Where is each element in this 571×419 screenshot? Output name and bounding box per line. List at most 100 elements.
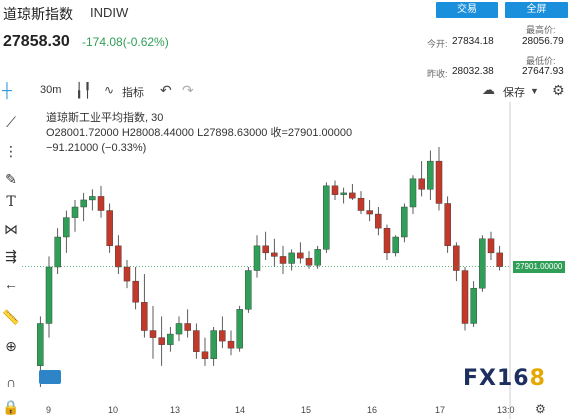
candle-body <box>305 257 313 266</box>
instrument-symbol: INDIW <box>90 5 129 20</box>
candle-body <box>89 196 96 201</box>
candle-body <box>314 249 321 266</box>
candle-body <box>349 192 356 199</box>
candle-body <box>470 287 477 324</box>
cloud-sync-button[interactable] <box>39 370 61 384</box>
candle-body <box>80 199 87 208</box>
lock-icon[interactable]: 🔒 <box>2 399 20 415</box>
prev-close-label: 昨收: <box>427 69 448 79</box>
gear-icon[interactable]: ⚙ <box>552 82 565 98</box>
back-arrow-icon[interactable]: ← <box>4 276 18 292</box>
candle-body <box>279 256 287 264</box>
candle-body <box>71 206 79 218</box>
chevron-down-icon[interactable]: ▼ <box>530 86 539 96</box>
legend-change: −91.21000 (−0.33%) <box>46 142 147 154</box>
candle-body <box>236 309 243 349</box>
pattern-icon[interactable]: ⋈ <box>4 221 18 237</box>
candle-body <box>37 323 44 367</box>
candle-body <box>123 266 131 282</box>
candle-body <box>245 270 252 310</box>
candle-body <box>106 210 113 247</box>
candle-body <box>453 245 460 271</box>
candle-body <box>262 245 269 254</box>
undo-icon[interactable]: ↶ <box>160 82 172 98</box>
redo-icon[interactable]: ↷ <box>182 82 194 98</box>
candle-body <box>401 206 408 238</box>
candle-body <box>479 238 486 289</box>
high-value: 28056.79 <box>522 36 564 47</box>
candle-body <box>383 227 391 254</box>
x-tick: 13 <box>170 405 181 415</box>
candle-body <box>54 236 61 268</box>
text-tool-icon[interactable]: T <box>6 194 16 210</box>
candle-body <box>496 252 503 267</box>
candle-body <box>487 238 495 254</box>
candle-body <box>175 323 183 335</box>
candle-body <box>184 323 191 331</box>
indicators-icon[interactable]: ∿ <box>104 83 115 97</box>
candle-body <box>158 337 165 345</box>
legend-series-name: 道琼斯工业平均指数, 30 <box>46 112 164 124</box>
candle-body <box>149 330 157 338</box>
projection-icon[interactable]: ⇶ <box>5 248 17 264</box>
candle-body <box>167 333 174 345</box>
candle-body <box>201 351 209 359</box>
ruler-icon[interactable]: 📏 <box>2 309 20 325</box>
candle-body <box>418 178 425 190</box>
cloud-icon[interactable]: ☁ <box>482 82 495 97</box>
candle-body <box>141 302 148 331</box>
trade-button[interactable]: 交易 <box>436 2 498 18</box>
candle-body <box>409 178 417 208</box>
x-tick: 9 <box>46 405 52 415</box>
legend-ohlc: O28001.72000 H28008.44000 L27898.63000 收… <box>46 127 353 139</box>
candle-body <box>427 160 434 190</box>
indicators-button[interactable]: 指标 <box>122 87 144 99</box>
brand-logo: FX168 <box>463 366 546 391</box>
candle-body <box>331 185 339 195</box>
candle-body <box>193 330 200 352</box>
candle-body <box>115 245 122 268</box>
save-button[interactable]: 保存 <box>503 87 525 99</box>
chart-legend: 道琼斯工业平均指数, 30 O28001.72000 H28008.44000 … <box>46 111 352 156</box>
candle-body <box>323 185 330 250</box>
candle-body <box>375 213 382 229</box>
candle-body <box>253 245 261 271</box>
low-label: 最低价: <box>526 56 556 66</box>
candle-body <box>132 280 139 303</box>
zoom-icon[interactable]: ⊕ <box>5 338 17 354</box>
instrument-title: 道琼斯指数 <box>3 6 73 22</box>
candle-body <box>357 197 365 211</box>
crosshair-icon[interactable]: ┼ <box>2 82 12 98</box>
candle-body <box>219 330 226 342</box>
brush-icon[interactable]: ✎ <box>5 171 17 187</box>
open-label: 今开: <box>427 39 448 49</box>
candlestick-chart[interactable] <box>22 102 571 419</box>
x-tick: 15 <box>301 405 312 415</box>
chart-toolbar: ┼ 30m ╽╿ ∿ 指标 ↶ ↷ ☁ 保存 ▼ ⚙ <box>0 80 571 102</box>
candle-body <box>340 192 347 195</box>
prev-close-value: 28032.38 <box>452 66 494 77</box>
magnet-icon[interactable]: ∩ <box>5 374 17 390</box>
fullscreen-button[interactable]: 全屏 <box>505 2 568 18</box>
drawing-toolbar: ⟋ ⋮ ✎ T ⋈ ⇶ ← 📏 ⊕ ∩ 🔒 <box>0 80 22 419</box>
x-tick: 10 <box>108 405 119 415</box>
axis-settings-icon[interactable]: ⚙ <box>535 402 546 416</box>
x-tick: 13:0 <box>497 405 515 415</box>
trendline-icon[interactable]: ⟋ <box>6 114 16 130</box>
candle-body <box>288 252 295 264</box>
candle-body <box>366 210 373 215</box>
candle-body <box>461 270 469 324</box>
candle-style-icon[interactable]: ╽╿ <box>75 82 92 98</box>
x-tick: 16 <box>367 405 378 415</box>
x-tick: 17 <box>435 405 446 415</box>
fib-icon[interactable]: ⋮ <box>4 143 18 159</box>
candle-body <box>435 160 443 204</box>
candle-body <box>297 252 304 259</box>
candle-body <box>444 203 451 247</box>
candle-body <box>392 236 399 254</box>
candle-body <box>97 196 105 211</box>
price-change: -174.08(-0.62%) <box>82 35 169 49</box>
candle-body <box>227 340 235 349</box>
last-price: 27858.30 <box>3 33 70 50</box>
interval-select[interactable]: 30m <box>40 84 62 96</box>
